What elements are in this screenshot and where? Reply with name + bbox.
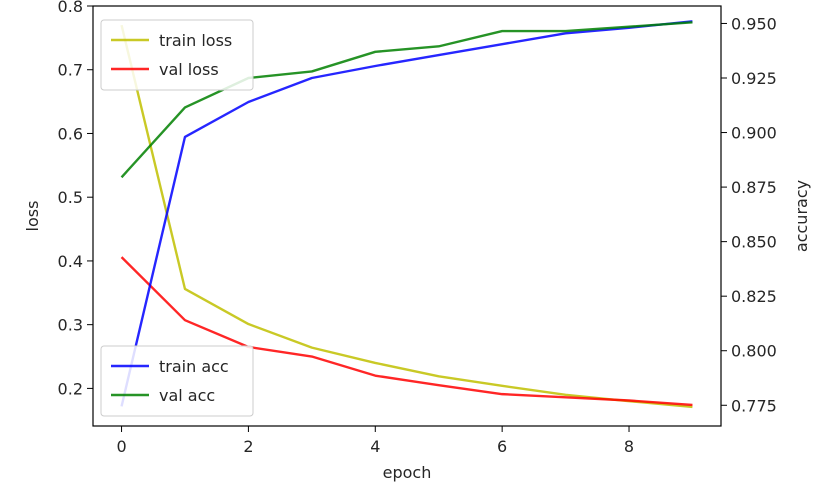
legend-box-lower-left: [100, 345, 254, 417]
y-right-tick-label: 0.950: [731, 14, 777, 33]
x-tick-label: 4: [370, 437, 380, 456]
y-left-tick-label: 0.7: [58, 61, 83, 80]
y-axis-left-ticks: 0.2 0.3 0.4 0.5 0.6 0.7 0.8: [58, 0, 93, 398]
legend-label-train-loss: train loss: [159, 31, 232, 50]
y-left-tick-label: 0.6: [58, 124, 83, 143]
y-right-tick-label: 0.825: [731, 287, 777, 306]
y-right-tick-label: 0.925: [731, 69, 777, 88]
y-axis-left-title: loss: [23, 201, 42, 232]
series-layer: [120, 20, 693, 409]
legend-layer: train loss val loss train acc val acc: [100, 19, 254, 417]
y-right-tick-label: 0.775: [731, 396, 777, 415]
y-left-tick-label: 0.5: [58, 188, 83, 207]
legend-label-val-acc: val acc: [159, 386, 215, 405]
x-tick-label: 0: [116, 437, 126, 456]
y-axis-right-ticks: 0.775 0.800 0.825 0.850 0.875 0.900 0.925 0.950: [721, 14, 777, 415]
x-tick-label: 2: [243, 437, 253, 456]
y-right-tick-label: 0.900: [731, 124, 777, 143]
y-axis-right-title: accuracy: [792, 180, 811, 252]
y-left-tick-label: 0.2: [58, 379, 83, 398]
x-tick-label: 6: [497, 437, 507, 456]
y-left-tick-label: 0.3: [58, 316, 83, 335]
y-left-tick-label: 0.4: [58, 252, 83, 271]
legend-box-upper-left: [100, 19, 254, 91]
x-axis-ticks: 0 2 4 6 8: [116, 426, 634, 456]
x-axis-title: epoch: [383, 463, 432, 482]
series-line-val-acc: [120, 21, 693, 179]
x-tick-label: 8: [624, 437, 634, 456]
y-right-tick-label: 0.850: [731, 233, 777, 252]
series-line-train-acc: [120, 20, 693, 407]
y-left-tick-label: 0.8: [58, 0, 83, 16]
legend-label-train-acc: train acc: [159, 357, 229, 376]
y-right-tick-label: 0.875: [731, 178, 777, 197]
y-right-tick-label: 0.800: [731, 342, 777, 361]
legend-label-val-loss: val loss: [159, 60, 219, 79]
series-line-val-loss: [120, 256, 693, 407]
